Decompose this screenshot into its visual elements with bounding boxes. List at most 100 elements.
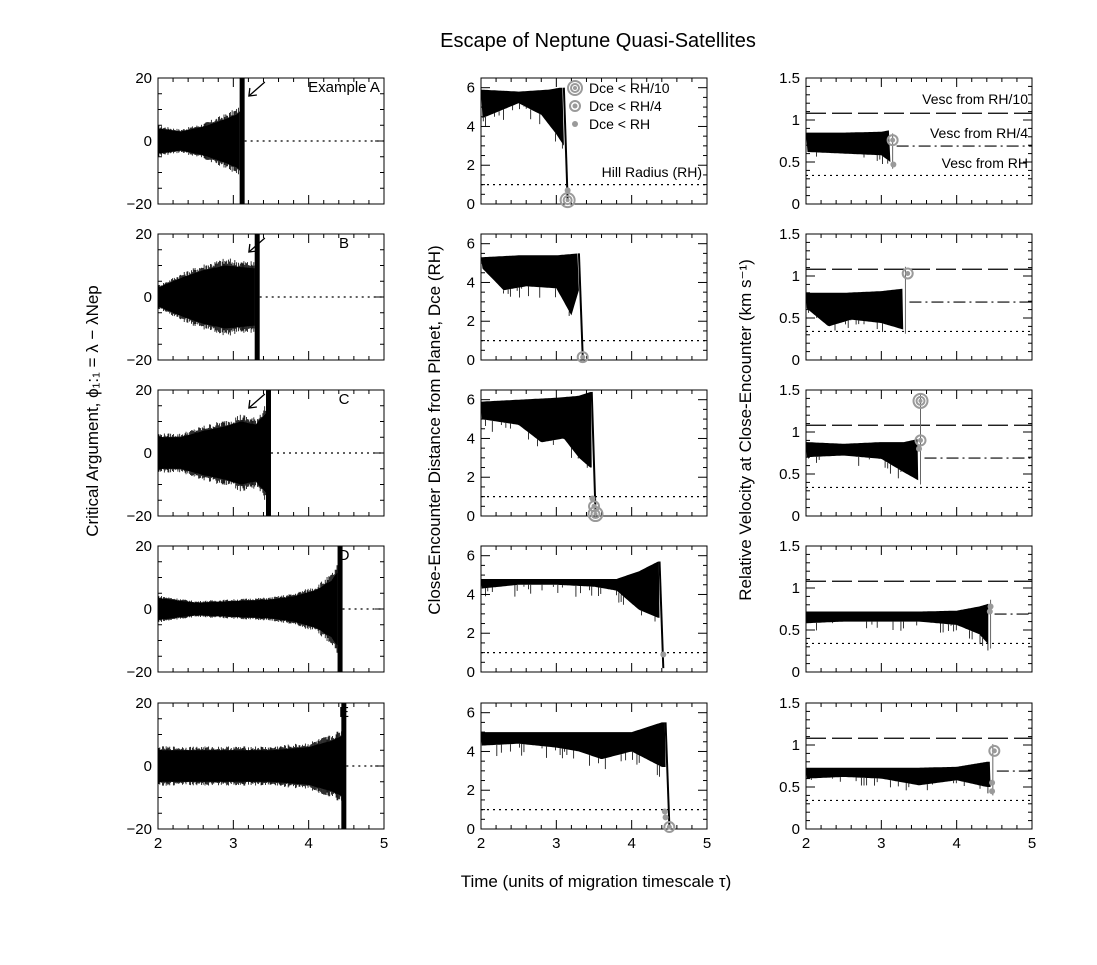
velocity-panel-3-y-tick-label: 0.5 <box>779 466 800 483</box>
velocity-marker-dot <box>987 603 994 610</box>
encounter-marker-single-ring <box>663 821 676 834</box>
legend-marker-double-ring <box>567 80 583 96</box>
y-axis-label-distance: Close-Encounter Distance from Planet, Dc… <box>425 245 444 614</box>
encounter-marker-dot <box>589 495 596 502</box>
distance-plunge-5 <box>664 722 671 826</box>
velocity-marker-single-ring <box>901 267 914 280</box>
velocity-panel-1-y-tick-label: 0.5 <box>779 154 800 171</box>
distance-panel-1-y-tick-label: 6 <box>467 80 475 97</box>
distance-panel-5-x-tick-label: 4 <box>627 835 635 852</box>
distance-panel-1-frame <box>480 77 708 205</box>
velocity-marker-dot <box>916 445 922 452</box>
vesc-rh-label: Vesc from RH <box>942 155 1028 171</box>
velocity-marker-single-ring <box>886 134 899 147</box>
velocity-panel-4-y-tick-label: 0 <box>792 664 800 681</box>
phi-panel-3-y-tick-label: −20 <box>127 508 152 525</box>
encounter-marker-single-ring-core <box>580 354 586 360</box>
legend-label-1: Dce < RH/10 <box>589 80 670 96</box>
distance-band-1 <box>481 87 564 146</box>
velocity-marker-single-ring-core <box>890 137 896 143</box>
velocity-panel-3-y-tick-label: 1 <box>792 424 800 441</box>
distance-panel-3-y-tick-label: 2 <box>467 469 475 486</box>
arrow-icon-head <box>248 87 257 97</box>
phi-panel-1-y-tick-label: 0 <box>144 133 152 150</box>
encounter-marker-single-ring-core <box>591 503 597 509</box>
velocity-marker-single-ring <box>988 744 1001 757</box>
arrow-icon-head <box>248 399 257 409</box>
encounter-marker-dot <box>661 808 668 815</box>
velocity-panel-2-y-tick-label: 1.5 <box>779 226 800 243</box>
example-label-1: Example A <box>308 79 380 96</box>
distance-panel-5-x-tick-label: 3 <box>552 835 560 852</box>
velocity-panel-2-frame <box>805 233 1033 361</box>
velocity-panel-5-y-tick-label: 0 <box>792 821 800 838</box>
velocity-marker-single-ring <box>914 434 927 447</box>
phi-escape-bar-1 <box>239 78 245 204</box>
example-label-2: B <box>339 235 349 252</box>
velocity-panel-2-y-tick-label: 1 <box>792 268 800 285</box>
encounter-marker-dot <box>564 187 571 194</box>
distance-plunge-2 <box>577 253 584 357</box>
phi-panel-5-y-tick-label: 0 <box>144 758 152 775</box>
velocity-band-2 <box>806 288 904 330</box>
encounter-marker-double-ring-inner <box>590 509 601 520</box>
phi-escape-bar-2 <box>254 234 260 360</box>
phi-panel-3-y-tick-label: 20 <box>135 382 152 399</box>
example-label-5: E <box>339 704 349 721</box>
distance-panel-3-y-tick-label: 0 <box>467 508 475 525</box>
legend-marker-double-ring-core <box>573 86 577 90</box>
phi-panel-2-y-tick-label: 0 <box>144 289 152 306</box>
distance-panel-4-frame <box>480 545 708 673</box>
distance-panel-4-y-tick-label: 6 <box>467 548 475 565</box>
phi-panel-5-x-tick-label: 2 <box>154 835 162 852</box>
legend-marker-single-ring-core <box>572 103 578 109</box>
velocity-panel-5-y-tick-label: 1 <box>792 737 800 754</box>
distance-panel-2-y-tick-label: 6 <box>467 236 475 253</box>
distance-band-4 <box>481 561 660 618</box>
distance-panel-2-frame <box>480 233 708 361</box>
distance-panel-4-y-tick-label: 4 <box>467 586 475 603</box>
distance-panel-4-y-tick-label: 2 <box>467 625 475 642</box>
velocity-marker-single-ring-core <box>918 437 924 443</box>
arrow-icon <box>248 237 266 253</box>
velocity-panel-4-y-tick-label: 1.5 <box>779 538 800 555</box>
distance-panel-1-y-tick-label: 2 <box>467 157 475 174</box>
legend-marker-single-ring <box>569 100 581 112</box>
phi-panel-4-y-tick-label: −20 <box>127 664 152 681</box>
distance-panel-2-y-tick-label: 4 <box>467 274 475 291</box>
distance-panel-3-y-tick-label: 4 <box>467 430 475 447</box>
distance-panel-5-y-tick-label: 2 <box>467 782 475 799</box>
distance-panel-3-y-tick-label: 6 <box>467 392 475 409</box>
distance-panel-1-y-tick-label: 4 <box>467 118 475 135</box>
distance-plunge-4 <box>658 561 665 669</box>
arrow-icon-head <box>248 243 257 253</box>
distance-panel-5-x-tick-label: 2 <box>477 835 485 852</box>
vesc-rh10-label: Vesc from RH/10 <box>922 91 1028 107</box>
phi-escape-bar-3 <box>266 390 271 516</box>
distance-panel-3-frame <box>480 389 708 517</box>
velocity-panel-3-y-tick-label: 1.5 <box>779 382 800 399</box>
y-axis-label-velocity: Relative Velocity at Close-Encounter (km… <box>736 259 755 601</box>
velocity-panel-3-frame <box>805 389 1033 517</box>
distance-panel-2-y-tick-label: 2 <box>467 313 475 330</box>
example-label-4: D <box>339 547 350 564</box>
encounter-marker-dot <box>662 814 669 821</box>
distance-panel-4-y-tick-label: 0 <box>467 664 475 681</box>
velocity-marker-single-ring-core <box>905 270 911 276</box>
example-label-3: C <box>339 391 350 408</box>
phi-panel-5-x-tick-label: 4 <box>304 835 312 852</box>
velocity-panel-4-y-tick-label: 1 <box>792 580 800 597</box>
distance-panel-2-y-tick-label: 0 <box>467 352 475 369</box>
distance-band-2 <box>481 253 579 316</box>
velocity-panel-5-x-tick-label: 4 <box>952 835 960 852</box>
distance-panel-5-y-tick-label: 6 <box>467 705 475 722</box>
velocity-marker-dot <box>989 779 996 786</box>
distance-panel-5-x-tick-label: 5 <box>703 835 711 852</box>
y-axis-label-critical-argument: Critical Argument, ϕ₁:₁ = λ − λNep <box>83 285 102 537</box>
x-axis-label: Time (units of migration timescale τ) <box>461 872 732 891</box>
velocity-band-5 <box>806 761 991 787</box>
legend-marker-double-ring-inner <box>570 83 580 93</box>
velocity-marker-double-ring <box>912 392 929 409</box>
figure-title: Escape of Neptune Quasi-Satellites <box>440 30 756 52</box>
